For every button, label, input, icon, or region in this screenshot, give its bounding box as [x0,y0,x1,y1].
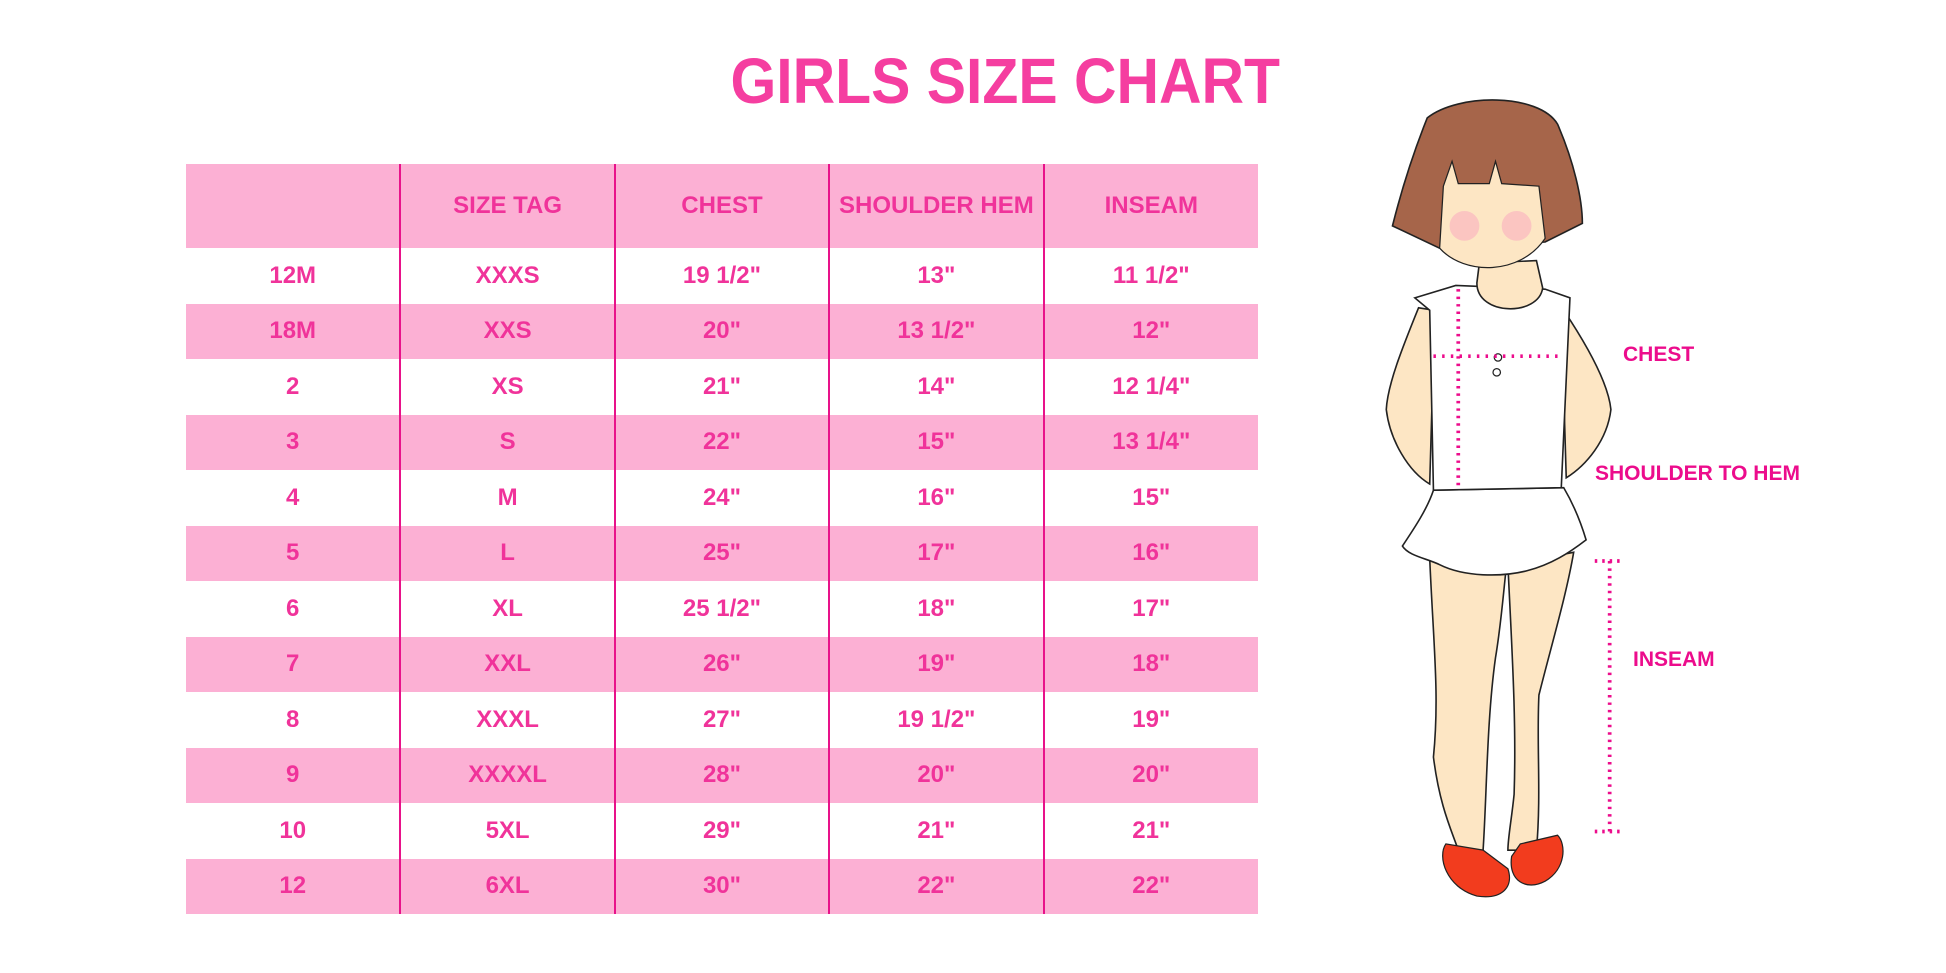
cell-size: 7 [186,636,401,692]
cell-chest: 19 1/2" [613,248,830,304]
cell-size: 2 [286,372,300,400]
cell-shoulder-hem: 16" [828,470,1044,526]
inseam-label: INSEAM [1633,648,1715,671]
cell-size: 4 [286,483,300,511]
right-shoe [1510,834,1564,886]
cell-chest: 24" [613,470,830,526]
cell-inseam: 17" [1042,581,1258,637]
cell-shoulder-hem: 14" [828,359,1044,415]
table-row: 2 XS 21" 14" 12 1/4" [186,359,1258,415]
table-row: 4 M 24" 16" 15" [186,470,1258,526]
cell-size: 10 [279,816,307,844]
header-shoulder-hem: SHOULDER HEM [828,164,1044,248]
left-leg [1428,557,1508,851]
cell-size-tag: XXL [399,636,615,692]
shoulder-to-hem-label: SHOULDER TO HEM [1595,462,1800,485]
cell-shoulder-hem: 22" [828,858,1044,914]
table-row: 5 L 25" 17" 16" [186,525,1258,581]
table-row: 12M XXXS 19 1/2" 13" 11 1/2" [186,248,1258,304]
left-shoe [1442,843,1510,898]
table-row: 6 XL 25 1/2" 18" 17" [186,581,1258,637]
table-row: 12 6XL 30" 22" 22" [186,858,1258,914]
cell-shoulder-hem: 18" [828,581,1044,637]
cell-chest: 30" [613,858,830,914]
right-leg [1507,551,1575,851]
cell-size: 12 [186,858,401,914]
cell-chest: 25 1/2" [613,581,830,637]
cell-chest: 25" [613,525,830,581]
cell-size-tag: L [399,525,615,581]
cell-inseam: 16" [1042,525,1258,581]
table-row: 10 5XL 29" 21" 21" [186,803,1258,859]
cell-size-tag: XXS [399,303,615,359]
face [1439,159,1546,269]
cell-size: 8 [286,705,300,733]
table-row: 18M XXS 20" 13 1/2" 12" [186,303,1258,359]
table-header-row: SIZE TAG CHEST SHOULDER HEM INSEAM [186,164,1258,248]
cell-inseam: 11 1/2" [1042,248,1258,304]
cell-shoulder-hem: 20" [828,747,1044,803]
cell-inseam: 20" [1042,747,1258,803]
cell-inseam: 12 1/4" [1042,359,1258,415]
cell-chest: 29" [613,803,830,859]
cell-size-tag: XL [399,581,615,637]
left-cheek [1449,210,1480,241]
cell-size-tag: XXXS [399,248,615,304]
cell-chest: 22" [613,414,830,470]
left-arm [1385,306,1436,486]
cell-inseam: 19" [1042,692,1258,748]
cell-inseam: 12" [1042,303,1258,359]
table-row: 8 XXXL 27" 19 1/2" 19" [186,692,1258,748]
cell-size: 18M [186,303,401,359]
header-size-tag: SIZE TAG [399,164,615,248]
cell-size: 6 [286,594,300,622]
shirt [1413,284,1571,492]
table-row: 3 S 22" 15" 13 1/4" [186,414,1258,470]
cell-size: 5 [186,525,401,581]
neck [1476,259,1544,310]
cell-size-tag: XXXXL [399,747,615,803]
cell-size: 12M [269,261,317,289]
skirt [1401,486,1588,576]
cell-size-tag: S [399,414,615,470]
cell-shoulder-hem: 17" [828,525,1044,581]
cell-inseam: 15" [1042,470,1258,526]
cell-shoulder-hem: 19 1/2" [828,692,1044,748]
cell-size-tag: 6XL [399,858,615,914]
cell-size: 9 [186,747,401,803]
cell-shoulder-hem: 13 1/2" [828,303,1044,359]
cell-size: 3 [186,414,401,470]
header-chest: CHEST [613,164,830,248]
cell-size-tag: XXXL [399,692,615,748]
cell-chest: 27" [613,692,830,748]
cell-size-tag: XS [399,359,615,415]
chest-label: CHEST [1623,343,1695,366]
size-chart-table: SIZE TAG CHEST SHOULDER HEM INSEAM 12M XX… [186,164,1258,914]
button [1492,367,1502,377]
cell-shoulder-hem: 13" [828,248,1044,304]
cell-shoulder-hem: 21" [828,803,1044,859]
cell-inseam: 18" [1042,636,1258,692]
cell-shoulder-hem: 15" [828,414,1044,470]
cell-chest: 20" [613,303,830,359]
cell-chest: 21" [613,359,830,415]
table-row: 7 XXL 26" 19" 18" [186,636,1258,692]
right-arm [1560,309,1612,480]
right-cheek [1501,210,1532,241]
cell-size-tag: 5XL [399,803,615,859]
cell-size-tag: M [399,470,615,526]
cell-inseam: 22" [1042,858,1258,914]
header-inseam: INSEAM [1042,164,1258,248]
page-title: GIRLS SIZE CHART [730,45,1280,117]
cell-chest: 28" [613,747,830,803]
cell-chest: 26" [613,636,830,692]
cell-inseam: 21" [1042,803,1258,859]
table-row: 9 XXXXL 28" 20" 20" [186,747,1258,803]
cell-inseam: 13 1/4" [1042,414,1258,470]
cell-shoulder-hem: 19" [828,636,1044,692]
header-size [186,164,401,248]
